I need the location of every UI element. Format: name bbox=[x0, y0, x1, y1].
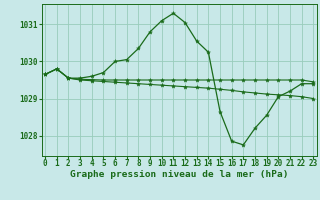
X-axis label: Graphe pression niveau de la mer (hPa): Graphe pression niveau de la mer (hPa) bbox=[70, 170, 288, 179]
